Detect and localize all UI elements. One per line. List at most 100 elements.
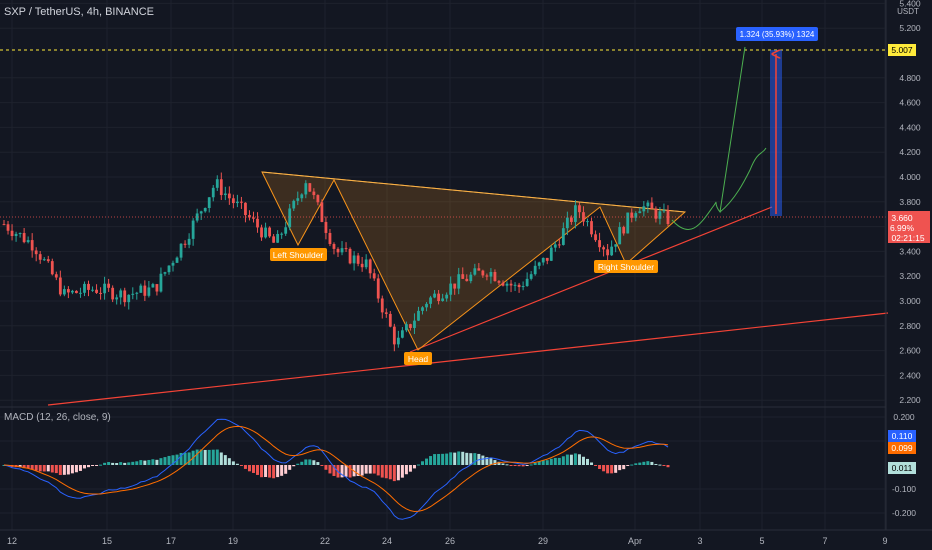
macd-hist-bar	[115, 463, 119, 465]
candle-body	[501, 282, 505, 286]
projection-path-1[interactable]	[671, 46, 746, 231]
candle-body	[316, 195, 320, 203]
svg-text:0.099: 0.099	[891, 443, 913, 453]
x-tick-label: 26	[445, 536, 455, 546]
long-trendline[interactable]	[47, 312, 889, 406]
candle-body	[10, 230, 14, 237]
candle-body	[308, 183, 312, 192]
pattern-neckline[interactable]	[261, 171, 686, 213]
macd-hist-bar	[167, 455, 171, 465]
candle-body	[87, 283, 90, 290]
macd-hist-bar	[356, 465, 360, 476]
macd-hist-bar	[553, 457, 557, 465]
candle-body	[549, 247, 553, 261]
y-tick-label: 2.200	[899, 395, 921, 405]
macd-hist-bar	[203, 449, 207, 465]
candle-body	[457, 274, 461, 289]
projection-path-2[interactable]	[719, 147, 767, 213]
measure-label[interactable]: 1.324 (35.93%) 1324	[736, 27, 818, 41]
candle-body	[473, 268, 477, 275]
neckline-support[interactable]	[409, 206, 773, 353]
macd-hist-bar	[34, 465, 38, 471]
candle-body	[606, 249, 610, 256]
candle-body	[477, 268, 481, 271]
candle-body	[533, 265, 537, 275]
y-tick-label: 3.400	[899, 246, 921, 256]
macd-hist-bar	[74, 465, 78, 473]
macd-hist-bar	[425, 458, 429, 465]
candle-body	[541, 257, 545, 263]
candle-body	[489, 271, 493, 277]
time-axis[interactable]: 12 15 17 19 22 24 26 29 Apr 3 5 7 9	[7, 536, 888, 546]
x-tick-label: 17	[166, 536, 176, 546]
chart-title[interactable]: SXP / TetherUS, 4h, BINANCE	[4, 6, 154, 18]
label-right-shoulder[interactable]: Right Shoulder	[594, 260, 658, 273]
macd-hist-bar	[151, 459, 155, 465]
macd-hist-bar	[473, 453, 477, 465]
macd-hist-bar	[179, 452, 183, 465]
macd-hist-bar	[630, 464, 634, 466]
candle-body	[618, 227, 622, 245]
macd-hist-bar	[268, 465, 272, 478]
macd-hist-bar	[42, 465, 46, 472]
candle-body	[260, 227, 263, 238]
candle-body	[231, 198, 235, 204]
x-tick-label: 29	[538, 536, 548, 546]
candle-body	[195, 213, 199, 221]
candle-body	[215, 179, 219, 188]
macd-hist-bar	[312, 460, 316, 465]
candles	[2, 172, 670, 352]
candle-body	[256, 218, 259, 228]
macd-hist-bar	[433, 454, 437, 465]
candle-body	[131, 293, 135, 295]
macd-hist-bar	[300, 461, 304, 465]
macd-title[interactable]: MACD (12, 26, close, 9)	[4, 412, 111, 423]
label-left-shoulder[interactable]: Left Shoulder	[270, 248, 327, 261]
macd-line	[3, 418, 669, 520]
candle-body	[425, 303, 428, 308]
macd-hist-bar	[288, 465, 292, 470]
macd-hist-bar	[622, 465, 626, 470]
candle-body	[22, 233, 26, 243]
x-tick-label: 12	[7, 536, 17, 546]
macd-hist-bar	[493, 460, 497, 465]
candle-body	[561, 228, 565, 245]
label-head[interactable]: Head	[404, 352, 432, 365]
candle-body	[207, 197, 211, 209]
macd-hist-bar	[348, 465, 352, 478]
candle-body	[441, 298, 445, 301]
macd-hist-bar	[82, 465, 86, 469]
y-tick-label: 3.200	[899, 271, 921, 281]
candle-body	[537, 262, 541, 266]
candle-body	[626, 212, 630, 234]
macd-hist-bar	[509, 465, 513, 466]
candle-body	[634, 213, 638, 218]
signal-badge: 0.099	[888, 442, 916, 454]
macd-hist-bar	[103, 462, 107, 465]
candle-body	[227, 193, 231, 199]
candle-body	[199, 211, 203, 214]
candle-body	[268, 227, 271, 237]
svg-text:0.110: 0.110	[892, 431, 913, 441]
candle-body	[119, 290, 123, 298]
candle-body	[151, 284, 155, 288]
candle-body	[30, 240, 34, 251]
macd-hist-bar	[26, 465, 30, 469]
candle-body	[445, 294, 449, 299]
candle-body	[521, 286, 525, 288]
macd-hist-bar	[183, 452, 187, 465]
macd-hist-bar	[304, 459, 308, 465]
candle-body	[590, 221, 593, 235]
candle-body	[372, 273, 376, 279]
macd-hist-bar	[594, 465, 598, 466]
candle-body	[175, 257, 179, 263]
macd-hist-bar	[634, 463, 638, 465]
macd-hist-bar	[131, 461, 135, 465]
macd-hist-bar	[62, 465, 66, 475]
macd-hist-bar	[227, 458, 231, 465]
candle-body	[433, 293, 436, 298]
macd-hist-bar	[453, 452, 457, 465]
candle-body	[167, 265, 171, 273]
macd-hist-bar	[485, 457, 489, 465]
